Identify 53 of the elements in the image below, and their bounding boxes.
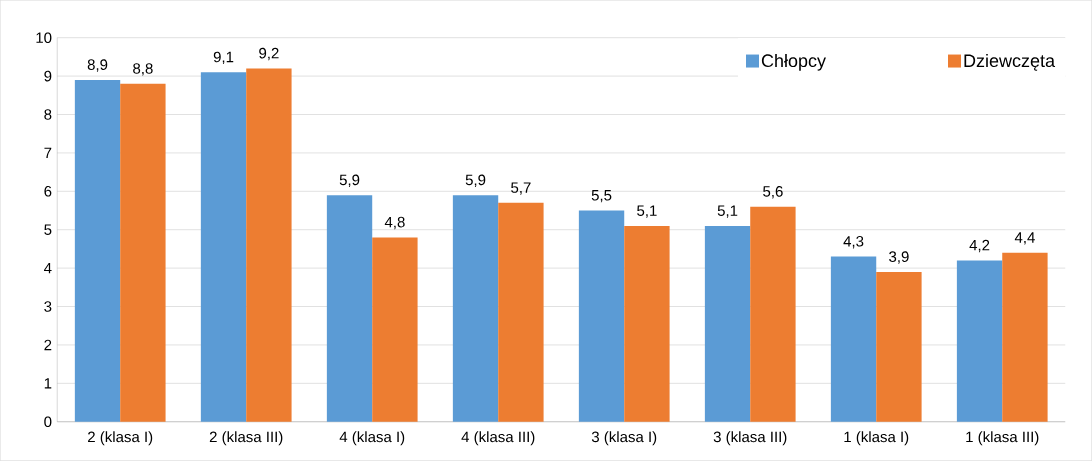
bar: [578, 210, 625, 422]
bar: [372, 237, 418, 422]
data-label: 5,9: [465, 174, 486, 187]
bar: [750, 206, 796, 422]
data-label: 4,8: [384, 216, 405, 230]
bar: [200, 72, 247, 422]
y-tick-label: 4: [44, 263, 52, 274]
data-label: 9,1: [213, 51, 234, 65]
bar: [326, 195, 373, 422]
y-tick-label: 5: [44, 224, 52, 235]
bar: [704, 225, 751, 422]
y-tick-label: 0: [44, 416, 52, 428]
bar: [498, 202, 544, 422]
data-label: 9,2: [259, 47, 279, 61]
data-label: 4,2: [969, 239, 990, 253]
x-tick-label: 2 (klasa III): [209, 431, 283, 446]
x-tick-label: 4 (klasa III): [461, 431, 535, 446]
data-label: 4,3: [843, 236, 864, 249]
x-tick-label: 1 (klasa I): [844, 431, 909, 446]
bar: [876, 271, 922, 422]
y-tick-label: 1: [44, 378, 52, 389]
x-tick-label: 1 (klasa III): [966, 431, 1039, 446]
y-tick-label: 2: [44, 339, 52, 351]
data-label: 4,4: [1014, 232, 1035, 245]
y-tick-label: 6: [44, 186, 52, 197]
y-tick-label: 7: [44, 147, 52, 159]
data-label: 8,9: [87, 59, 108, 72]
y-tick-label: 9: [44, 70, 52, 82]
x-tick-label: 3 (klasa III): [713, 431, 787, 446]
y-tick-label: 3: [44, 301, 52, 312]
legend-label: Chłopcy: [761, 53, 826, 71]
bar: [1002, 252, 1048, 422]
y-tick-label: 10: [36, 32, 52, 44]
data-label: 3,9: [889, 251, 909, 264]
bar: [830, 256, 877, 422]
data-label: 5,5: [591, 190, 612, 203]
bar: [246, 68, 292, 422]
bar: [120, 83, 166, 422]
legend-label: Dziewczęta: [964, 53, 1056, 71]
data-label: 5,7: [511, 182, 531, 195]
x-tick-label: 3 (klasa I): [591, 431, 657, 446]
x-tick-label: 4 (klasa I): [339, 431, 405, 446]
bar: [452, 195, 499, 422]
bar: [74, 79, 121, 422]
data-label: 5,9: [339, 174, 360, 187]
y-tick-label: 8: [44, 109, 52, 120]
data-label: 8,8: [133, 63, 153, 76]
bar: [624, 225, 670, 422]
x-tick-label: 2 (klasa I): [88, 431, 153, 446]
data-label: 5,1: [637, 205, 657, 218]
data-label: 5,6: [763, 186, 783, 199]
bar: [956, 260, 1003, 422]
data-label: 5,1: [717, 205, 738, 218]
